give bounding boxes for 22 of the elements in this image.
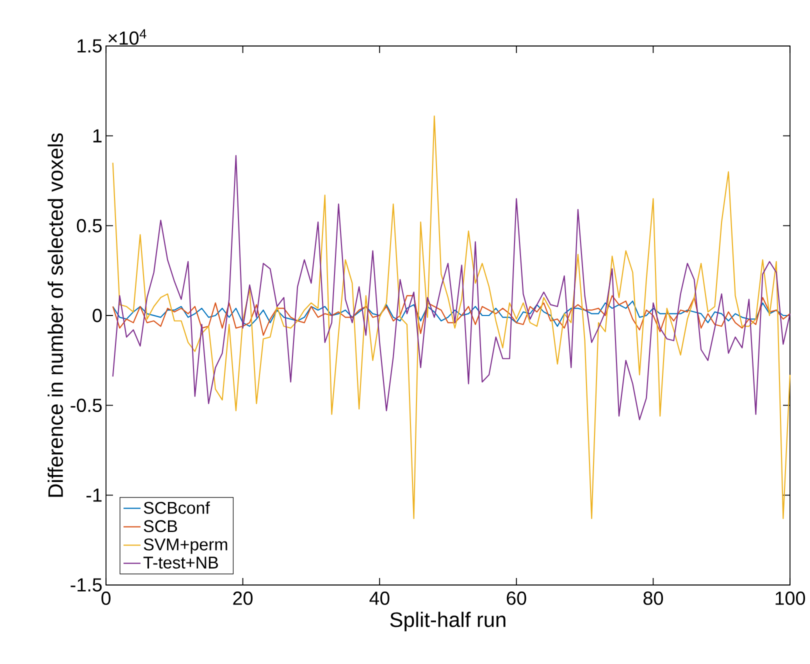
y-tick-label: 1 xyxy=(93,129,102,142)
y-tick-label: -1 xyxy=(86,488,102,502)
x-tick-label: 100 xyxy=(776,592,806,605)
line-series xyxy=(112,116,791,520)
y-tick-label: -1.5 xyxy=(70,578,102,592)
x-tick-label: 60 xyxy=(506,592,526,605)
y-tick-label: 0 xyxy=(92,308,102,322)
y-tick-label: -0.5 xyxy=(70,398,102,412)
text: ×10$^{4}$ xyxy=(108,29,146,45)
legend-label: SCB xyxy=(144,520,178,532)
x-tick-label: 0 xyxy=(101,592,111,605)
y-tick-label: 1.5 xyxy=(78,39,102,53)
x-tick-label: 20 xyxy=(233,592,253,605)
x-axis-title: Split-half run xyxy=(390,612,506,632)
legend-label: SVM+perm xyxy=(144,538,228,554)
legend-label: T-test+NB xyxy=(143,556,218,569)
y-axis-title: Difference in number of selected voxels xyxy=(48,133,64,497)
x-tick-label: 40 xyxy=(370,592,390,605)
x-tick-label: 80 xyxy=(644,592,663,605)
legend-label: SCBconf xyxy=(144,501,210,514)
line-series xyxy=(112,155,791,420)
y-tick-label: 0.5 xyxy=(76,218,102,232)
